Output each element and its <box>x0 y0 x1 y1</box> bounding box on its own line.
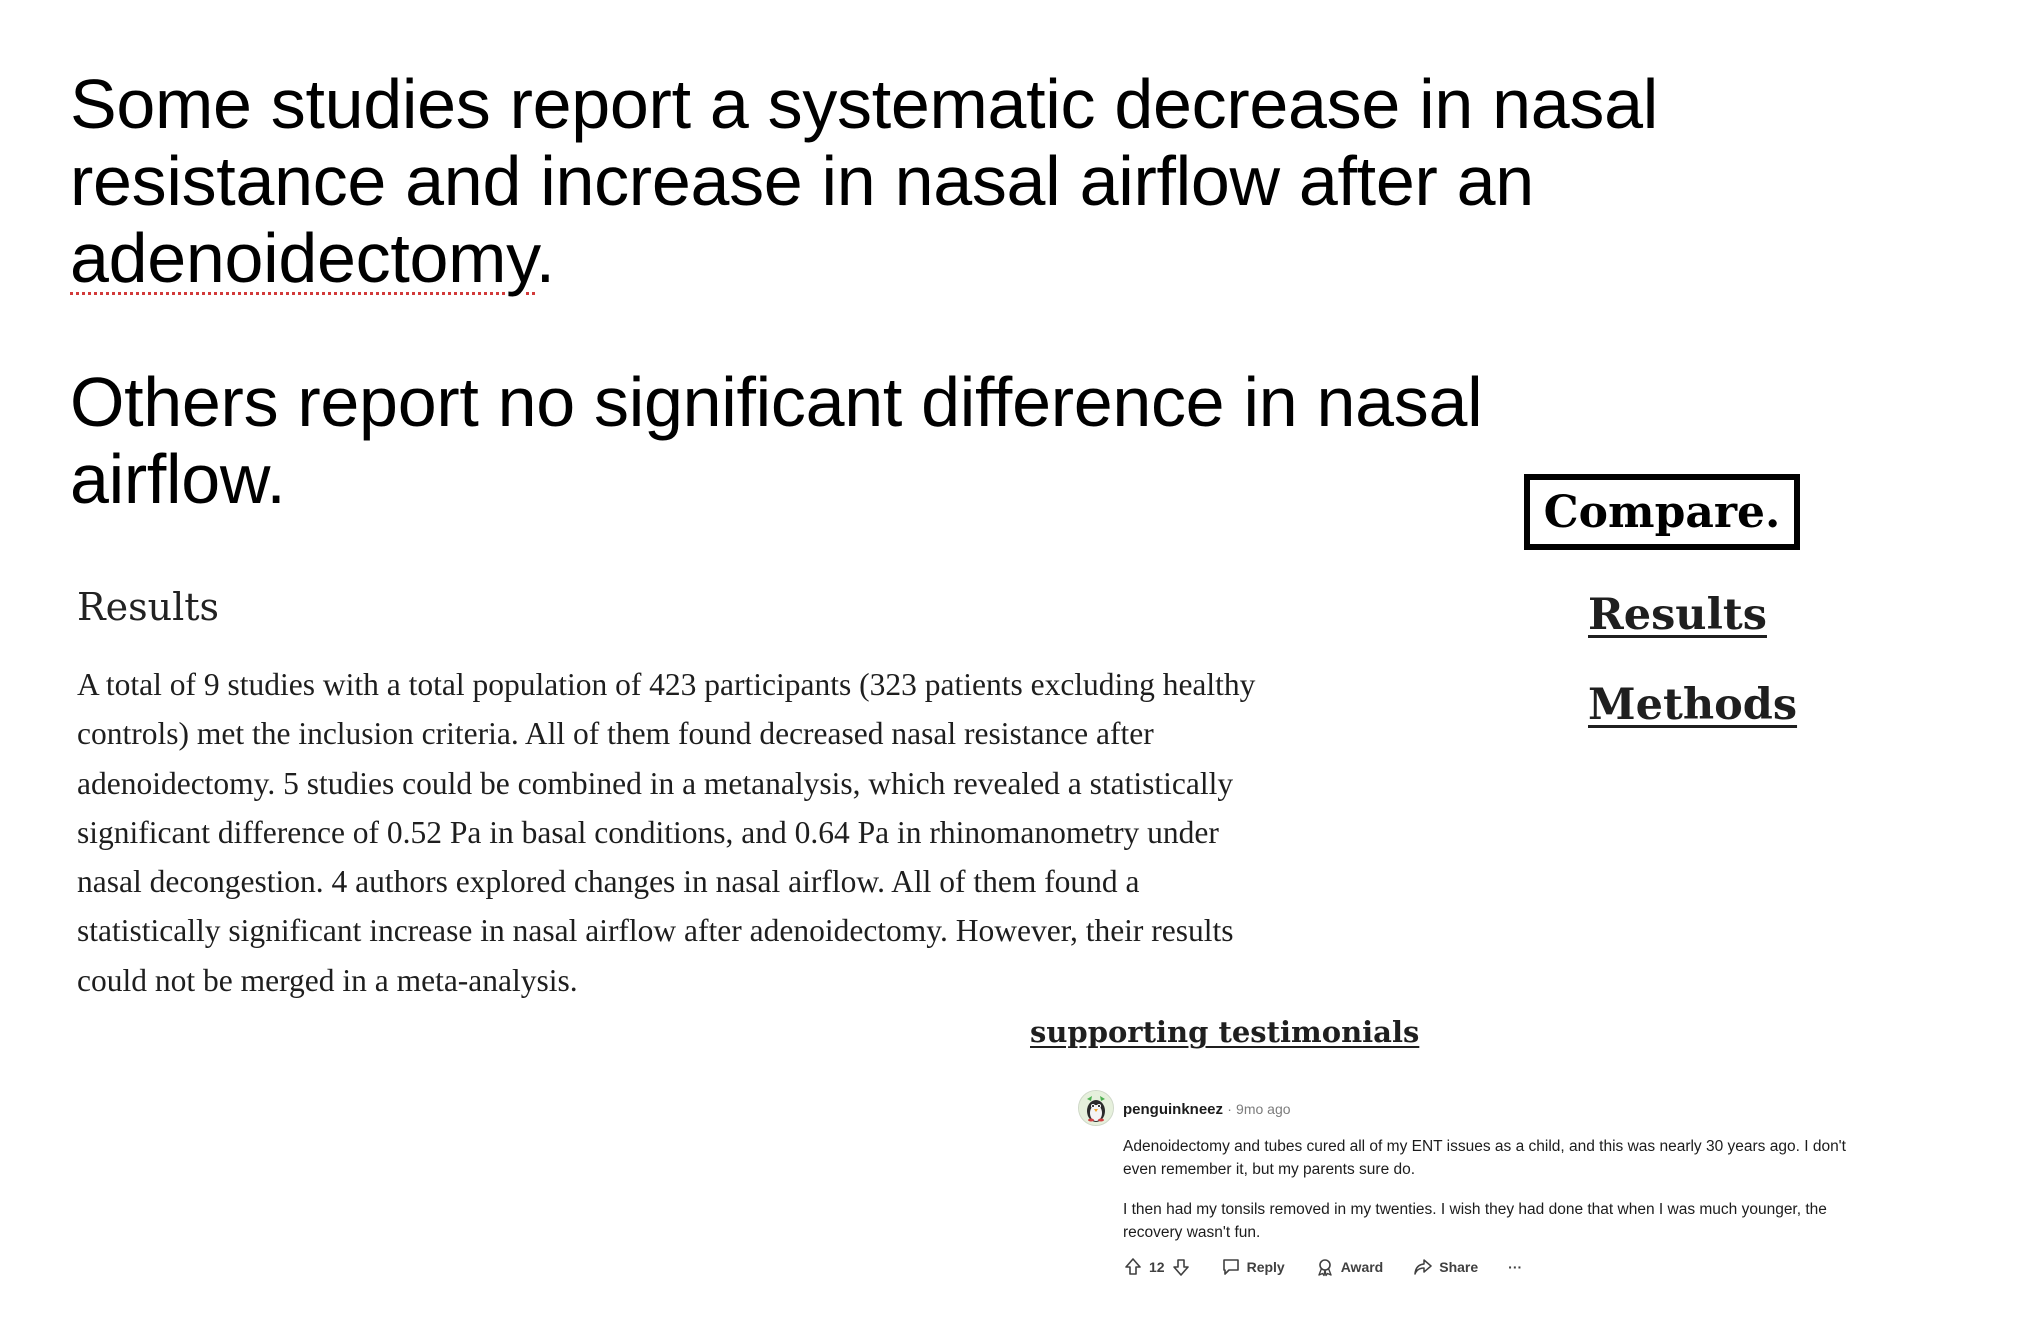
claim-statement-1: Some studies report a systematic decreas… <box>70 66 1730 297</box>
results-link[interactable]: Results <box>1588 590 1767 640</box>
results-abstract: A total of 9 studies with a total popula… <box>77 667 1256 998</box>
upvote-arrow-icon <box>1125 1258 1141 1275</box>
supporting-testimonials-link[interactable]: supporting testimonials <box>1030 1015 1420 1049</box>
methods-link[interactable]: Methods <box>1588 680 1798 730</box>
username[interactable]: penguinkneez <box>1123 1101 1224 1118</box>
upvote-button[interactable] <box>1123 1257 1143 1277</box>
vote-count: 12 <box>1149 1259 1165 1275</box>
reply-label: Reply <box>1246 1259 1285 1275</box>
share-button[interactable]: Share <box>1413 1257 1478 1277</box>
comment-header: penguinkneez · 9mo ago <box>1123 1101 1291 1118</box>
reply-button[interactable]: Reply <box>1221 1257 1285 1277</box>
downvote-button[interactable] <box>1171 1257 1191 1277</box>
award-label: Award <box>1340 1259 1384 1275</box>
award-button[interactable]: Award <box>1315 1257 1384 1277</box>
penguin-avatar-icon <box>1079 1091 1113 1125</box>
avatar[interactable] <box>1078 1090 1114 1126</box>
claim1-text: Some studies report a systematic decreas… <box>70 65 1658 220</box>
results-heading: Results <box>77 585 219 629</box>
comment-paragraph: Adenoidectomy and tubes cured all of my … <box>1123 1138 1846 1178</box>
comment-paragraph: I then had my tonsils removed in my twen… <box>1123 1201 1827 1241</box>
award-ribbon-icon <box>1318 1259 1332 1277</box>
spellcheck-word: adenoidectomy <box>70 219 536 297</box>
share-arrow-icon <box>1414 1259 1432 1275</box>
more-options-icon: ··· <box>1508 1259 1523 1275</box>
compare-label: Compare. <box>1524 474 1800 550</box>
comment-bubble-icon <box>1222 1259 1239 1275</box>
share-label: Share <box>1439 1259 1479 1275</box>
more-options-button[interactable]: ··· <box>1508 1259 1522 1275</box>
claim-statement-2: Others report no significant difference … <box>70 363 1483 518</box>
comment-actions: 12 Reply Award Share <box>1123 1257 1522 1277</box>
meta-separator: · <box>1227 1101 1232 1117</box>
timestamp: 9mo ago <box>1236 1101 1291 1117</box>
claim1-period: . <box>535 219 555 297</box>
downvote-arrow-icon <box>1172 1259 1189 1276</box>
comment-body: Adenoidectomy and tubes cured all of my … <box>1123 1135 1863 1261</box>
